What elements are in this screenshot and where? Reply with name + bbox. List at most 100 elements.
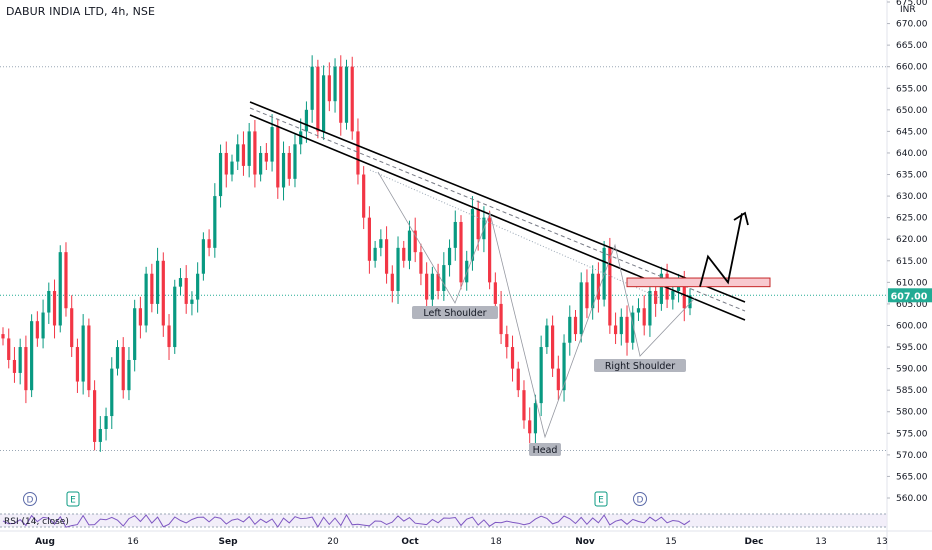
candle-body	[510, 347, 515, 369]
dividend-marker-label: D	[27, 496, 34, 506]
candle-body	[476, 209, 480, 240]
chart-title: DABUR INDIA LTD, 4h, NSE	[6, 5, 156, 18]
y-tick-label: 645.00	[896, 127, 928, 137]
x-tick-label: Oct	[401, 537, 419, 547]
candle-body	[631, 312, 635, 343]
x-tick-label: 15	[665, 537, 676, 547]
rsi-line	[2, 513, 691, 528]
candle-body	[419, 252, 423, 274]
candle-body	[591, 273, 595, 309]
dividend-marker-icon[interactable]	[23, 492, 37, 506]
candle-body	[115, 347, 120, 369]
pattern-label-bg	[594, 359, 686, 372]
rsi-band	[0, 514, 887, 527]
candle-body	[236, 144, 240, 162]
candle-body	[304, 109, 309, 132]
candle-body	[373, 247, 377, 261]
earnings-marker-icon[interactable]	[594, 491, 608, 507]
candle-body	[339, 66, 343, 123]
candle-body	[533, 403, 538, 434]
candle-body	[247, 131, 251, 166]
x-tick-label: 13	[815, 537, 826, 547]
candle-body	[276, 127, 280, 188]
candle-body	[608, 247, 612, 326]
rsi-label: RSI (14, close)	[4, 517, 69, 527]
candle-body	[648, 290, 652, 326]
candle-body	[93, 390, 97, 442]
candle-body	[167, 325, 171, 348]
y-tick-label: 570.00	[896, 451, 928, 461]
y-tick-label: 560.00	[896, 494, 928, 504]
candle-body	[344, 66, 349, 123]
candle-body	[241, 144, 246, 166]
earnings-marker-label: E	[70, 496, 76, 506]
candle-body	[516, 368, 520, 391]
candle-body	[367, 217, 371, 261]
candle-body	[470, 209, 475, 261]
candle-body	[551, 325, 555, 369]
candle-body	[384, 239, 389, 274]
candle-body	[161, 260, 165, 326]
candle-body	[104, 416, 108, 429]
y-tick-label: 610.00	[896, 278, 928, 288]
candle-body	[47, 290, 51, 313]
head-shoulders-outline	[377, 171, 696, 439]
projection-arrowhead	[733, 211, 749, 226]
y-tick-label: 650.00	[896, 106, 928, 116]
candle-body	[356, 131, 360, 175]
candle-body	[70, 308, 74, 348]
x-tick-label: Nov	[575, 537, 595, 547]
candle-body	[488, 217, 492, 283]
candle-body	[499, 303, 503, 335]
candle-body	[270, 127, 274, 162]
x-tick-label: 18	[490, 537, 502, 547]
candle-body	[327, 75, 331, 102]
candle-body	[58, 252, 62, 326]
candle-body	[75, 347, 80, 382]
candle-body	[642, 308, 646, 326]
pattern-label: Left Shoulder	[423, 308, 486, 319]
candle-body	[144, 273, 148, 326]
candle-body	[98, 428, 102, 442]
candle-body	[379, 239, 383, 248]
candle-body	[596, 273, 600, 300]
y-tick-label: 670.00	[896, 20, 928, 30]
candle-body	[659, 273, 663, 304]
candle-body	[350, 66, 354, 132]
candle-body	[184, 278, 188, 304]
currency-label: INR	[900, 5, 916, 15]
y-tick-label: 660.00	[896, 63, 928, 73]
candle-body	[287, 152, 291, 179]
dividend-marker-icon[interactable]	[633, 492, 647, 506]
y-tick-label: 600.00	[896, 321, 928, 331]
candle-body	[556, 368, 560, 391]
candle-body	[568, 316, 572, 343]
candle-body	[299, 131, 303, 145]
candle-body	[413, 230, 417, 253]
candle-body	[585, 282, 589, 309]
candle-body	[121, 347, 125, 391]
breakout-zone	[626, 277, 771, 288]
candle-body	[201, 239, 205, 274]
candle-body	[688, 295, 692, 309]
candle-body	[190, 299, 194, 304]
y-tick-label: 580.00	[896, 408, 928, 418]
candle-body	[636, 308, 641, 313]
earnings-marker-icon[interactable]	[66, 491, 80, 507]
candle-body	[528, 420, 532, 434]
pattern-label: Right Shoulder	[605, 361, 675, 372]
candle-body	[264, 152, 268, 162]
pattern-label-bg	[412, 306, 498, 319]
candle-body	[362, 174, 366, 218]
candle-body	[425, 273, 429, 300]
candle-body	[333, 66, 337, 102]
x-tick-label: 13	[876, 537, 887, 547]
candle-body	[18, 347, 22, 373]
y-tick-label: 575.00	[896, 429, 928, 439]
x-tick-label: Dec	[745, 537, 764, 547]
candle-body	[310, 66, 314, 110]
candle-body	[436, 273, 440, 291]
candle-body	[545, 325, 549, 348]
candle-body	[7, 338, 11, 360]
